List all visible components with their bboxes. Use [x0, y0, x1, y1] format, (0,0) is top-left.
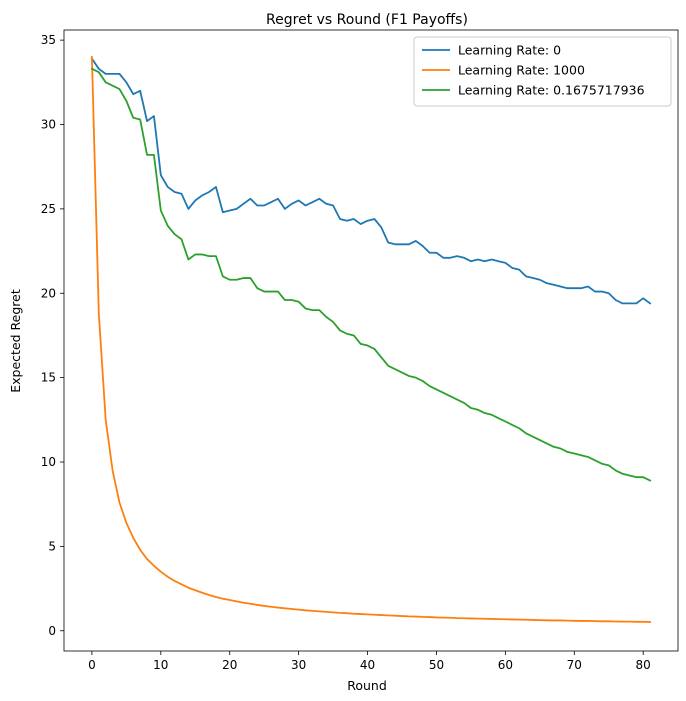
legend: Learning Rate: 0 Learning Rate: 1000 Learn… [413, 36, 672, 107]
x-axis-label: Round [347, 678, 387, 693]
axes: 0 10 20 30 40 50 60 70 80 0 5 10 15 20 25 30 35 [41, 33, 651, 672]
series-line-1 [90, 57, 652, 305]
y-tick-label: 20 [41, 286, 56, 300]
x-tick-label: 40 [360, 658, 375, 672]
y-tick-label: 5 [48, 539, 56, 553]
chart-title: Regret vs Round (F1 Payoffs) [266, 12, 468, 28]
y-tick-label: 25 [41, 202, 56, 216]
x-tick-label: 0 [88, 658, 96, 672]
series-line-3 [90, 67, 652, 482]
x-tick-label: 80 [636, 658, 651, 672]
x-tick-label: 30 [291, 658, 306, 672]
legend-box [413, 36, 672, 107]
y-tick-label: 10 [41, 455, 56, 469]
legend-label-2: Learning Rate: 1000 [458, 63, 585, 78]
legend-label-1: Learning Rate: 0 [458, 43, 561, 58]
y-axis-label: Expected Regret [8, 289, 23, 393]
x-tick-label: 50 [429, 658, 444, 672]
y-tick-label: 35 [41, 33, 56, 47]
legend-label-3: Learning Rate: 0.1675717936 [458, 83, 645, 98]
plot-frame [63, 29, 679, 652]
x-tick-label: 20 [222, 658, 237, 672]
y-tick-label: 0 [48, 624, 56, 638]
x-tick-label: 60 [498, 658, 513, 672]
y-tick-label: 15 [41, 371, 56, 385]
x-tick-label: 70 [567, 658, 582, 672]
plot-area [90, 56, 652, 623]
y-tick-label: 30 [41, 118, 56, 132]
x-tick-label: 10 [153, 658, 168, 672]
series-line-2 [90, 56, 652, 623]
